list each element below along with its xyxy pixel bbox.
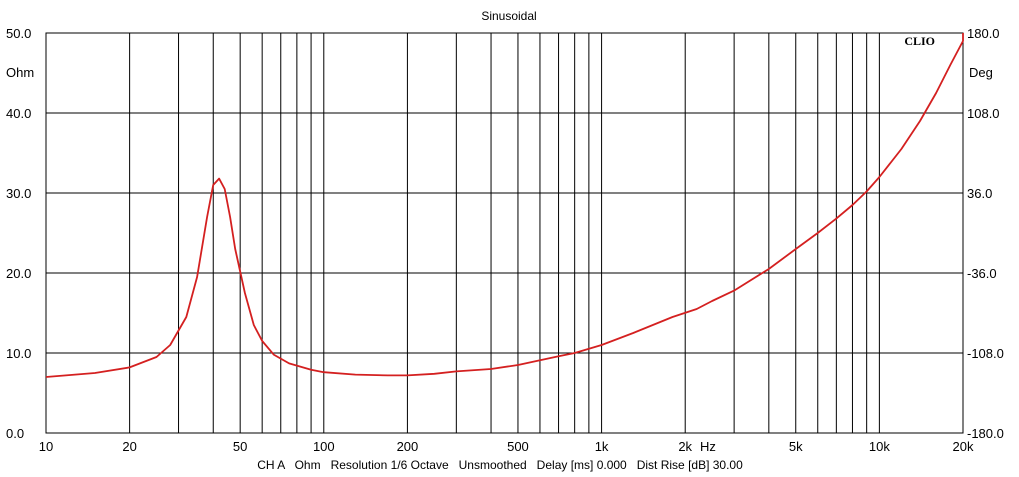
plot-frame bbox=[45, 32, 964, 434]
x-tick-label: 2k bbox=[678, 439, 692, 454]
x-tick-label: 100 bbox=[313, 439, 335, 454]
x-tick-label: 10k bbox=[869, 439, 890, 454]
right-axis-unit: Deg bbox=[969, 65, 993, 80]
right-tick-label: -36.0 bbox=[967, 266, 997, 281]
x-tick-label: 20k bbox=[953, 439, 974, 454]
x-tick-label: 5k bbox=[789, 439, 803, 454]
right-tick-label: 36.0 bbox=[967, 186, 992, 201]
series-layer bbox=[45, 33, 964, 378]
x-axis-ticks: 10 20 50 100 200 500 1k 2k 5k 10k 20k bbox=[39, 439, 974, 454]
left-tick-label: 50.0 bbox=[6, 26, 31, 41]
left-tick-label: 40.0 bbox=[6, 106, 31, 121]
impedance-curve bbox=[45, 33, 964, 378]
x-tick-label: 1k bbox=[595, 439, 609, 454]
x-tick-label: 20 bbox=[122, 439, 136, 454]
brand-logo: CLIO bbox=[904, 34, 935, 48]
right-tick-label: -108.0 bbox=[967, 346, 1004, 361]
x-tick-label: 50 bbox=[233, 439, 247, 454]
right-tick-label: 108.0 bbox=[967, 106, 1000, 121]
left-tick-label: 10.0 bbox=[6, 346, 31, 361]
x-tick-label: 500 bbox=[507, 439, 529, 454]
left-tick-label: 30.0 bbox=[6, 186, 31, 201]
right-axis-ticks: -180.0 -108.0 -36.0 36.0 108.0 180.0 bbox=[967, 26, 1004, 441]
x-axis-unit: Hz bbox=[700, 439, 716, 454]
right-tick-label: 180.0 bbox=[967, 26, 1000, 41]
grid bbox=[46, 33, 963, 433]
left-axis-unit: Ohm bbox=[6, 65, 34, 80]
chart-footer: CH A Ohm Resolution 1/6 Octave Unsmoothe… bbox=[257, 458, 743, 472]
chart-title: Sinusoidal bbox=[481, 9, 536, 23]
left-axis-ticks: 0.0 10.0 20.0 30.0 40.0 50.0 bbox=[6, 26, 31, 441]
right-tick-label: -180.0 bbox=[967, 426, 1004, 441]
left-tick-label: 20.0 bbox=[6, 266, 31, 281]
left-tick-label: 0.0 bbox=[6, 426, 24, 441]
x-tick-label: 10 bbox=[39, 439, 53, 454]
x-tick-label: 200 bbox=[397, 439, 419, 454]
